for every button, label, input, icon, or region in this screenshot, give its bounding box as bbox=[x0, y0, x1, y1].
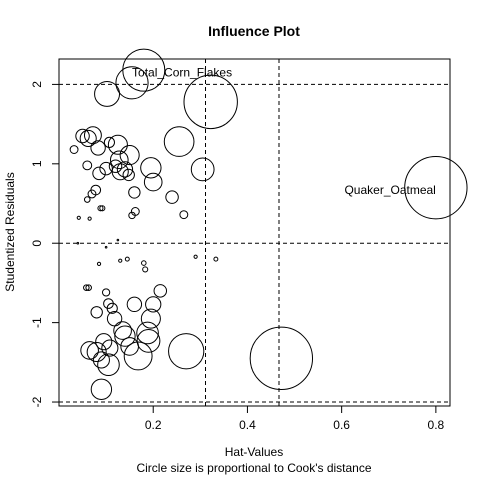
chart-title: Influence Plot bbox=[208, 23, 300, 39]
chart-caption: Circle size is proportional to Cook's di… bbox=[136, 461, 371, 475]
data-point bbox=[87, 216, 92, 221]
data-point bbox=[90, 140, 106, 156]
data-point bbox=[94, 80, 121, 107]
data-point bbox=[97, 353, 120, 377]
data-point bbox=[90, 306, 103, 319]
x-tick-label: 0.4 bbox=[239, 418, 256, 432]
data-point bbox=[113, 321, 132, 340]
data-point bbox=[90, 184, 102, 196]
data-point bbox=[143, 172, 163, 192]
x-axis: 0.2 0.4 0.6 0.8 bbox=[145, 406, 445, 432]
data-point bbox=[95, 333, 113, 351]
x-tick-label: 0.6 bbox=[333, 418, 350, 432]
data-point bbox=[114, 325, 136, 347]
data-point bbox=[179, 210, 189, 220]
data-point bbox=[115, 66, 149, 100]
data-point bbox=[213, 256, 219, 262]
data-point bbox=[126, 296, 143, 313]
data-point bbox=[83, 284, 90, 291]
data-point bbox=[193, 254, 198, 259]
data-point bbox=[83, 196, 91, 203]
y-tick-label: 2 bbox=[30, 81, 44, 88]
x-axis-label: Hat-Values bbox=[225, 445, 283, 459]
x-tick-label: 0.2 bbox=[145, 418, 162, 432]
data-point bbox=[76, 241, 80, 245]
x-tick-label: 0.8 bbox=[428, 418, 445, 432]
point-label: Total_Corn_Flakes bbox=[132, 65, 232, 79]
plot-frame bbox=[58, 58, 451, 407]
data-point bbox=[108, 159, 123, 173]
data-point bbox=[116, 238, 120, 242]
data-point bbox=[119, 145, 140, 166]
data-point bbox=[123, 341, 153, 371]
y-tick-label: 0 bbox=[30, 240, 44, 247]
data-point bbox=[75, 128, 90, 144]
data-point bbox=[109, 150, 129, 170]
data-point bbox=[96, 261, 102, 266]
data-point bbox=[142, 266, 149, 273]
data-point bbox=[80, 341, 99, 360]
data-point bbox=[97, 205, 104, 212]
data-point bbox=[118, 258, 123, 263]
data-point bbox=[69, 145, 79, 154]
data-points bbox=[69, 48, 468, 401]
data-point bbox=[153, 284, 168, 298]
data-point bbox=[99, 205, 106, 212]
data-point bbox=[107, 134, 128, 155]
data-point bbox=[106, 310, 123, 327]
point-labels: Total_Corn_Flakes Quaker_Oatmeal bbox=[132, 65, 436, 197]
data-point bbox=[79, 129, 97, 147]
data-point bbox=[183, 74, 238, 130]
data-point bbox=[92, 166, 106, 181]
data-point bbox=[128, 211, 136, 220]
reference-lines bbox=[59, 59, 450, 406]
data-point bbox=[404, 155, 468, 220]
data-point bbox=[190, 157, 215, 182]
data-point bbox=[140, 308, 161, 329]
data-point bbox=[82, 160, 93, 171]
data-point bbox=[85, 284, 92, 291]
data-point bbox=[141, 260, 147, 266]
data-point bbox=[168, 333, 205, 370]
data-point bbox=[122, 168, 135, 182]
y-axis: -2 -1 0 1 2 bbox=[30, 81, 59, 407]
data-point bbox=[90, 378, 113, 401]
y-tick-label: 1 bbox=[30, 160, 44, 167]
data-point bbox=[86, 341, 107, 363]
data-point bbox=[124, 256, 130, 262]
data-point bbox=[103, 136, 115, 148]
data-point bbox=[145, 296, 162, 313]
data-point bbox=[128, 186, 141, 199]
data-point bbox=[165, 190, 179, 204]
data-point bbox=[163, 126, 195, 157]
data-point bbox=[104, 245, 108, 249]
y-tick-label: -2 bbox=[30, 396, 44, 407]
y-axis-label: Studentized Residuals bbox=[3, 172, 17, 291]
point-label: Quaker_Oatmeal bbox=[344, 183, 435, 197]
data-point bbox=[140, 157, 162, 179]
data-point bbox=[99, 161, 113, 176]
data-point bbox=[249, 326, 314, 391]
data-point bbox=[76, 215, 81, 220]
data-point bbox=[136, 329, 161, 353]
data-point bbox=[92, 351, 110, 369]
data-point bbox=[106, 302, 118, 314]
data-point bbox=[136, 321, 159, 345]
data-point bbox=[101, 339, 119, 357]
data-point bbox=[116, 161, 134, 178]
y-tick-label: -1 bbox=[30, 317, 44, 328]
data-point bbox=[87, 189, 97, 199]
data-point bbox=[122, 48, 166, 92]
data-point bbox=[102, 288, 111, 297]
